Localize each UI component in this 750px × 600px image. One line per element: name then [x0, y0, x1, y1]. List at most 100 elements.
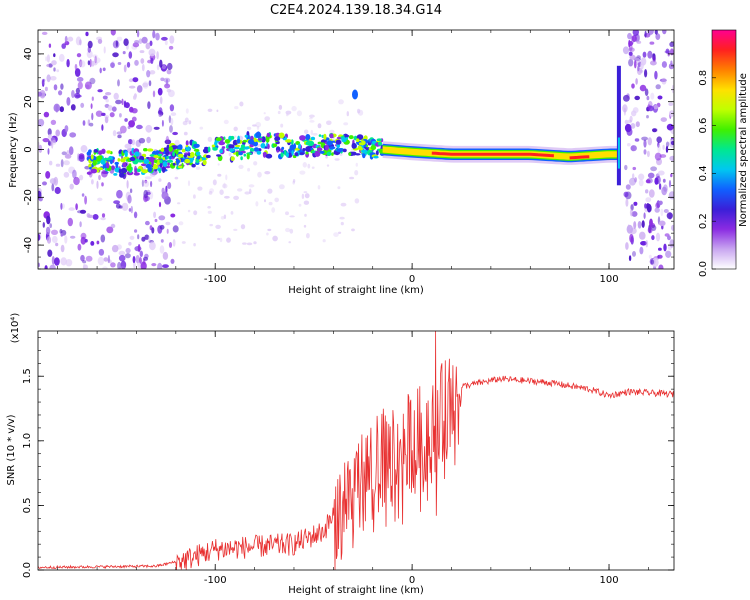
noise-blob	[80, 102, 85, 108]
noise-blob	[632, 107, 639, 114]
noise-blob	[329, 129, 335, 134]
spectrogram-ticks: -100 0 100 -40 -20 0 20 40	[23, 29, 674, 285]
noise-blob	[637, 221, 642, 229]
noise-blob	[652, 128, 657, 133]
noise-blob	[669, 239, 674, 248]
noise-blob	[51, 235, 58, 244]
noise-blob	[132, 256, 136, 264]
noise-blob	[671, 84, 674, 94]
echo-blob	[307, 140, 315, 147]
noise-blob	[54, 257, 60, 266]
noise-blob	[91, 96, 94, 101]
noise-blob	[292, 179, 296, 183]
echo-blob	[143, 148, 148, 152]
noise-blob	[277, 110, 281, 115]
echo-blob	[267, 143, 270, 150]
noise-blob	[50, 119, 57, 125]
noise-blob	[69, 183, 74, 190]
noise-blob	[357, 108, 361, 114]
noise-blob	[128, 120, 136, 128]
noise-blob	[66, 59, 70, 68]
echo-blob	[299, 135, 306, 141]
noise-blob	[128, 51, 133, 59]
noise-blob	[150, 180, 153, 188]
echo-blob	[357, 145, 362, 151]
noise-blob	[128, 241, 132, 246]
x-tick-label: 0	[409, 575, 415, 586]
noise-blob	[661, 186, 668, 196]
echo-blob	[310, 147, 314, 151]
noise-blob	[159, 245, 165, 254]
noise-blob	[172, 131, 179, 136]
noise-blob	[141, 179, 144, 187]
noise-blob	[252, 124, 257, 127]
echo-blob	[291, 150, 294, 156]
noise-blob	[199, 126, 204, 130]
noise-blob	[244, 191, 250, 195]
snr-ylabel: SNR (10 * v/v)	[6, 414, 17, 485]
noise-blob	[68, 166, 75, 174]
noise-blob	[107, 255, 110, 264]
echo-core	[431, 151, 554, 158]
noise-blob	[60, 244, 65, 253]
noise-blob	[197, 186, 203, 191]
echo-blob	[181, 162, 184, 169]
noise-blob	[140, 58, 145, 64]
echo-blob	[348, 152, 352, 156]
noise-blob	[285, 110, 292, 115]
echo-blob	[134, 151, 140, 157]
noise-blob	[223, 182, 226, 189]
noise-blob	[663, 243, 667, 252]
noise-blob	[113, 92, 119, 100]
noise-blob	[657, 142, 660, 148]
noise-blob	[110, 62, 115, 68]
echo-blob	[141, 163, 147, 167]
echo-blob	[286, 152, 289, 158]
noise-blob	[667, 235, 671, 241]
noise-blob	[304, 129, 309, 135]
echo-blob	[336, 136, 342, 140]
echo-blob	[289, 144, 296, 150]
noise-blob	[106, 226, 114, 234]
noise-blob	[67, 36, 74, 42]
noise-blob	[154, 218, 158, 223]
noise-blob	[98, 248, 105, 256]
echo-blob	[195, 158, 200, 164]
noise-blob	[136, 85, 143, 93]
noise-blob	[307, 163, 311, 169]
noise-blob	[216, 109, 219, 113]
y-tick-label: 40	[23, 48, 34, 61]
echo-blob	[218, 141, 226, 146]
noise-blob	[643, 139, 647, 148]
noise-blob	[193, 243, 196, 247]
noise-blob	[632, 30, 639, 36]
noise-blob	[628, 255, 632, 262]
noise-blob	[145, 124, 153, 133]
echo-blob	[247, 139, 255, 145]
noise-blob	[648, 189, 655, 198]
noise-blob	[628, 58, 634, 67]
noise-blob	[137, 234, 140, 240]
echo-blob	[92, 159, 97, 166]
noise-blob	[658, 247, 662, 251]
echo-blob	[211, 144, 216, 148]
noise-blob	[655, 202, 660, 209]
noise-blob	[665, 145, 669, 153]
noise-blob	[317, 185, 321, 190]
noise-blob	[340, 221, 344, 226]
noise-blob	[666, 212, 673, 220]
noise-blob	[101, 213, 106, 218]
noise-blob	[645, 197, 652, 203]
noise-blob	[44, 265, 48, 269]
echo-blob	[183, 154, 187, 158]
echo-blob	[137, 159, 144, 163]
noise-blob	[669, 155, 674, 161]
noise-blob	[178, 221, 184, 226]
noise-blob	[151, 227, 155, 234]
noise-blob	[217, 173, 222, 177]
echo-blob	[229, 148, 233, 153]
noise-blob	[93, 57, 101, 64]
noise-blob	[354, 198, 360, 204]
echo-blob	[329, 133, 334, 139]
noise-blob	[47, 140, 51, 146]
